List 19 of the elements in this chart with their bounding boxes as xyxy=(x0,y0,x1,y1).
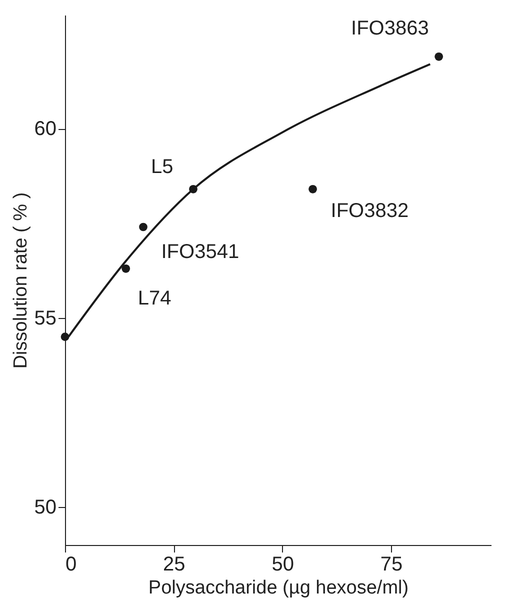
point xyxy=(122,264,130,273)
x-tick-label: 75 xyxy=(380,554,403,576)
annotation: L5 xyxy=(150,156,174,178)
y-tick-label: 55 xyxy=(34,307,56,330)
y-axis-title: Dissolution rate ( % ) xyxy=(10,192,32,369)
x-tick-label: 0 xyxy=(66,554,77,576)
annotation: IFO3863 xyxy=(351,18,429,40)
point xyxy=(139,222,148,232)
y-tick-label: 60 xyxy=(34,118,56,140)
point xyxy=(60,332,70,341)
x-tick-label: 50 xyxy=(272,554,294,576)
annotation: L74 xyxy=(138,288,172,310)
x-axis-title: Polysaccharide (µg hexose/ml) xyxy=(148,578,409,598)
x-tick-label: 25 xyxy=(163,554,186,576)
y-tick-label: 50 xyxy=(34,496,56,519)
annotation: IFO3832 xyxy=(330,200,409,222)
point xyxy=(308,184,317,194)
annotation: IFO3541 xyxy=(161,241,240,263)
point xyxy=(434,52,444,61)
